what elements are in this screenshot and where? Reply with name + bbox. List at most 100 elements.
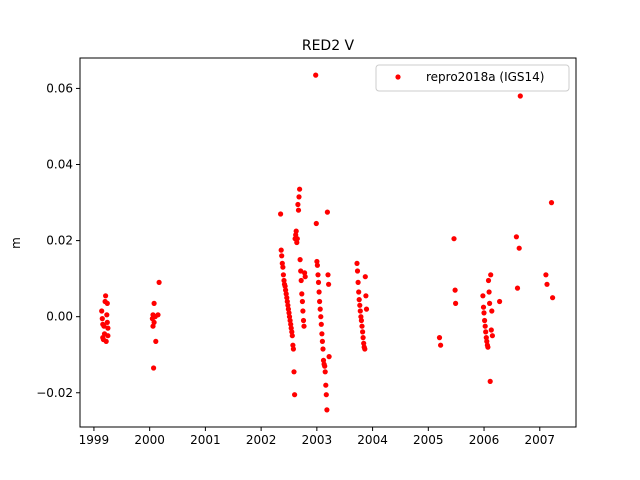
x-tick-label: 2000 xyxy=(134,433,165,447)
data-point xyxy=(354,268,361,274)
y-axis-label: m xyxy=(9,237,23,249)
data-point xyxy=(103,338,109,344)
data-point xyxy=(285,302,291,308)
data-point xyxy=(489,333,495,339)
data-point xyxy=(319,331,325,337)
data-point xyxy=(480,293,486,299)
data-point xyxy=(357,302,363,308)
plot-frame xyxy=(79,57,577,428)
data-point xyxy=(517,93,523,99)
data-point xyxy=(354,260,360,266)
data-point xyxy=(320,346,326,352)
data-point xyxy=(318,321,324,327)
data-point xyxy=(326,354,332,360)
data-point xyxy=(363,293,369,299)
data-point xyxy=(297,257,303,263)
data-point xyxy=(282,283,288,289)
data-point xyxy=(313,220,319,227)
data-point xyxy=(514,285,521,291)
data-point xyxy=(358,314,364,320)
data-point xyxy=(485,277,492,284)
x-tick-label: 2003 xyxy=(302,433,333,447)
data-point xyxy=(151,319,157,325)
data-point xyxy=(292,392,298,398)
data-point xyxy=(278,247,284,253)
data-point xyxy=(103,293,109,299)
y-tick-label: 0.06 xyxy=(46,81,73,95)
data-point xyxy=(481,310,487,316)
data-point xyxy=(543,272,549,278)
data-point xyxy=(293,228,299,234)
data-point xyxy=(104,312,110,318)
data-point xyxy=(482,317,488,324)
data-point xyxy=(319,338,325,344)
data-point xyxy=(281,277,287,284)
y-tick-label: −0.02 xyxy=(36,386,73,400)
x-tick-label: 1999 xyxy=(79,433,110,447)
data-point xyxy=(324,209,330,215)
data-point xyxy=(298,277,304,284)
data-point xyxy=(323,392,329,398)
data-point xyxy=(316,289,322,295)
data-point xyxy=(295,207,302,213)
data-point xyxy=(155,312,161,318)
data-point xyxy=(516,245,522,251)
data-point xyxy=(326,281,332,287)
data-point xyxy=(156,279,162,285)
data-point xyxy=(314,258,320,265)
data-point xyxy=(356,289,362,295)
data-point xyxy=(483,335,489,341)
data-point xyxy=(438,342,444,348)
data-point xyxy=(362,274,368,280)
data-point xyxy=(489,308,495,314)
x-tick-label: 2002 xyxy=(246,433,277,447)
data-point xyxy=(356,297,362,303)
data-point xyxy=(289,333,295,339)
data-point xyxy=(323,382,329,388)
x-tick-label: 2007 xyxy=(525,433,556,447)
data-point xyxy=(488,272,494,278)
x-tick-label: 2006 xyxy=(469,433,500,447)
data-point xyxy=(314,262,320,268)
legend-label: repro2018a (IGS14) xyxy=(426,70,544,84)
data-point xyxy=(318,314,324,320)
data-point xyxy=(513,234,520,240)
data-point xyxy=(548,200,555,206)
data-point xyxy=(299,291,305,297)
data-point xyxy=(294,239,300,246)
data-point xyxy=(362,346,368,352)
data-point xyxy=(313,72,319,78)
data-point xyxy=(324,407,330,413)
data-point xyxy=(363,306,370,312)
data-point xyxy=(297,186,303,192)
data-point xyxy=(299,298,305,305)
data-point xyxy=(488,327,494,333)
y-tick-label: 0.04 xyxy=(46,158,73,172)
chart-title: RED2 V xyxy=(302,38,355,54)
legend-marker xyxy=(395,74,401,80)
data-point xyxy=(497,298,503,305)
data-point xyxy=(315,279,322,285)
data-point xyxy=(317,306,323,312)
legend: repro2018a (IGS14) xyxy=(375,64,570,92)
data-point xyxy=(361,340,367,346)
data-point xyxy=(290,346,296,352)
data-point xyxy=(485,344,491,350)
data-point xyxy=(294,236,300,242)
data-point xyxy=(101,323,107,329)
data-point xyxy=(325,272,331,278)
data-point xyxy=(151,365,157,371)
data-point xyxy=(284,295,290,301)
data-point xyxy=(322,369,328,375)
data-point xyxy=(360,335,366,341)
data-point xyxy=(153,338,159,344)
data-point xyxy=(315,272,321,278)
data-point xyxy=(278,211,284,217)
data-point xyxy=(487,300,493,306)
y-tick-label: 0.00 xyxy=(46,310,73,324)
data-point xyxy=(280,264,286,270)
legend-box xyxy=(375,64,570,92)
data-point xyxy=(359,323,365,329)
data-point xyxy=(104,319,110,325)
